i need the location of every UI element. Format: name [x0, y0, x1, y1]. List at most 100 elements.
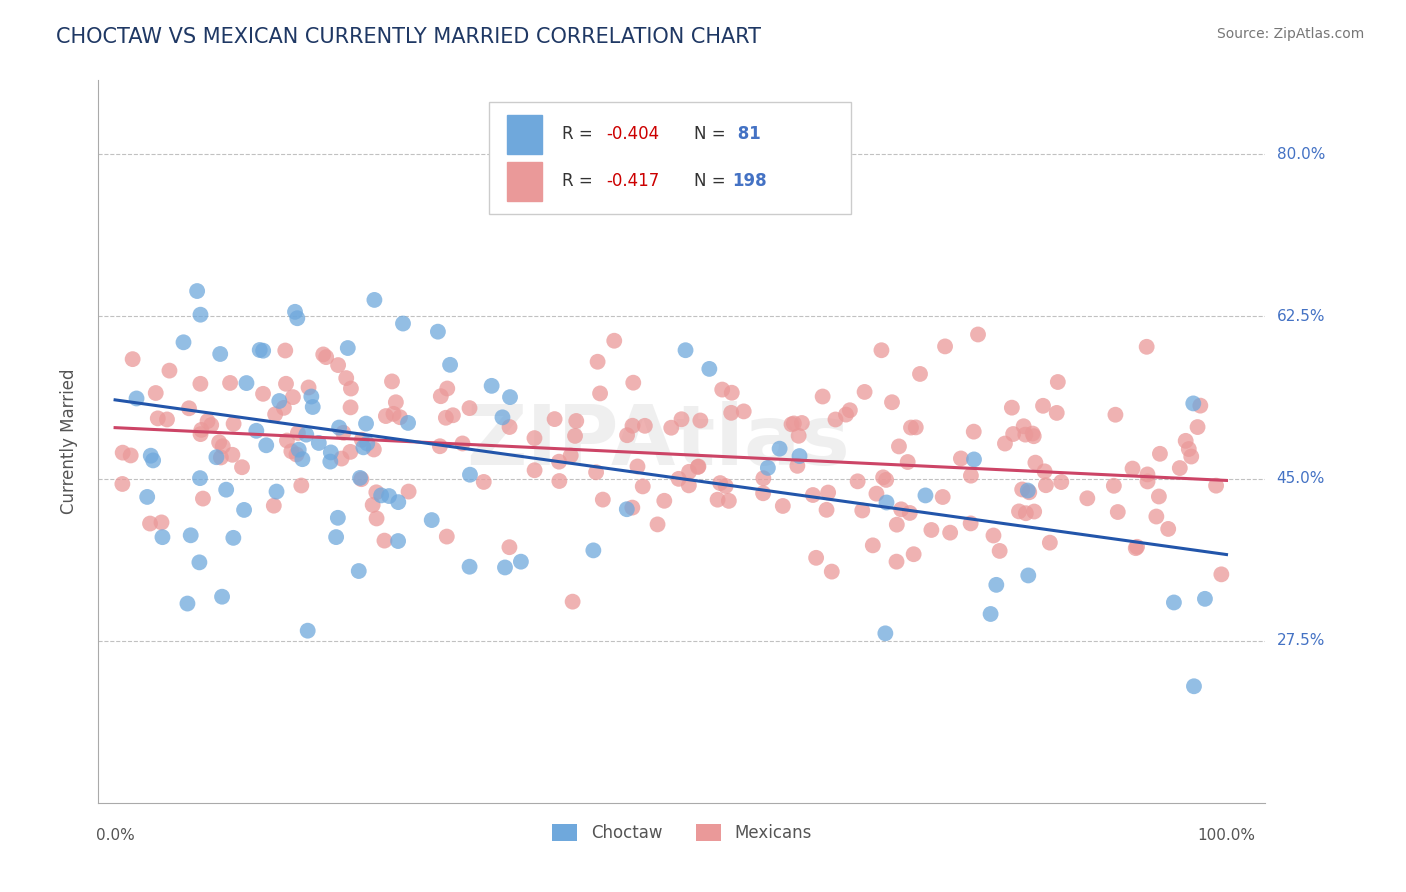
Point — [152, 530, 174, 544]
Point — [1046, 406, 1069, 420]
Point — [186, 284, 208, 298]
Point — [1168, 461, 1191, 475]
Point — [1149, 447, 1171, 461]
Point — [222, 417, 245, 431]
Point — [887, 439, 910, 453]
Point — [870, 343, 893, 358]
Point — [706, 492, 728, 507]
Point — [190, 423, 212, 437]
Point — [111, 445, 134, 459]
Point — [983, 528, 1005, 542]
Point — [315, 350, 337, 364]
Point — [281, 390, 304, 404]
Point — [872, 470, 894, 484]
Point — [560, 449, 582, 463]
Point — [634, 418, 657, 433]
Point — [865, 486, 887, 500]
Point — [1189, 399, 1212, 413]
Point — [626, 459, 648, 474]
Point — [986, 578, 1008, 592]
Text: R =: R = — [562, 126, 598, 144]
Point — [564, 429, 586, 443]
Point — [361, 498, 384, 512]
Point — [994, 436, 1017, 450]
Point — [136, 490, 159, 504]
Point — [890, 502, 912, 516]
Point — [222, 531, 245, 545]
Point — [328, 420, 350, 434]
Point — [274, 376, 297, 391]
Point — [963, 452, 986, 467]
Point — [543, 412, 565, 426]
Point — [219, 376, 242, 390]
Point — [949, 451, 972, 466]
Point — [287, 425, 309, 440]
Text: 0.0%: 0.0% — [96, 828, 135, 843]
Point — [790, 416, 813, 430]
Point — [1211, 567, 1233, 582]
Point — [297, 380, 319, 394]
Point — [191, 491, 214, 506]
Point — [366, 485, 388, 500]
Point — [366, 511, 388, 525]
Point — [209, 347, 232, 361]
Text: -0.417: -0.417 — [606, 172, 659, 190]
Point — [561, 594, 583, 608]
Point — [1107, 505, 1129, 519]
Point — [430, 389, 453, 403]
Point — [339, 401, 361, 415]
Point — [330, 451, 353, 466]
Text: 198: 198 — [733, 172, 766, 190]
Point — [631, 479, 654, 493]
Point — [585, 465, 607, 479]
Point — [1157, 522, 1180, 536]
Point — [312, 347, 335, 361]
Point — [862, 538, 884, 552]
Point — [548, 474, 571, 488]
Point — [209, 450, 232, 465]
Point — [772, 499, 794, 513]
Text: CHOCTAW VS MEXICAN CURRENTLY MARRIED CORRELATION CHART: CHOCTAW VS MEXICAN CURRENTLY MARRIED COR… — [56, 27, 761, 46]
Legend: Choctaw, Mexicans: Choctaw, Mexicans — [546, 817, 818, 848]
Point — [498, 540, 520, 554]
Point — [392, 317, 415, 331]
Point — [339, 445, 361, 459]
Point — [295, 427, 318, 442]
Point — [1012, 419, 1035, 434]
Point — [498, 420, 520, 434]
Point — [211, 590, 233, 604]
Point — [190, 427, 212, 442]
Point — [326, 358, 349, 372]
Point — [688, 459, 710, 474]
Point — [188, 555, 211, 569]
Point — [787, 429, 810, 443]
Point — [963, 425, 986, 439]
Point — [354, 417, 377, 431]
Point — [1187, 420, 1209, 434]
Point — [1035, 478, 1057, 492]
Point — [1180, 450, 1202, 464]
Y-axis label: Currently Married: Currently Married — [59, 368, 77, 515]
Point — [451, 436, 474, 450]
Text: -0.404: -0.404 — [606, 126, 659, 144]
Text: 45.0%: 45.0% — [1277, 471, 1324, 486]
Point — [381, 375, 404, 389]
Point — [509, 555, 531, 569]
Point — [1205, 478, 1227, 492]
Point — [121, 352, 143, 367]
Point — [904, 420, 927, 434]
Point — [1182, 679, 1205, 693]
Point — [647, 517, 669, 532]
Point — [120, 449, 142, 463]
Point — [319, 445, 342, 459]
Point — [1102, 479, 1125, 493]
Bar — [508, 161, 541, 202]
Point — [914, 488, 936, 502]
Point — [1174, 434, 1197, 448]
Text: R =: R = — [562, 172, 603, 190]
Point — [274, 343, 297, 358]
Point — [326, 510, 349, 524]
Point — [908, 367, 931, 381]
Point — [959, 516, 981, 531]
Point — [880, 395, 903, 409]
